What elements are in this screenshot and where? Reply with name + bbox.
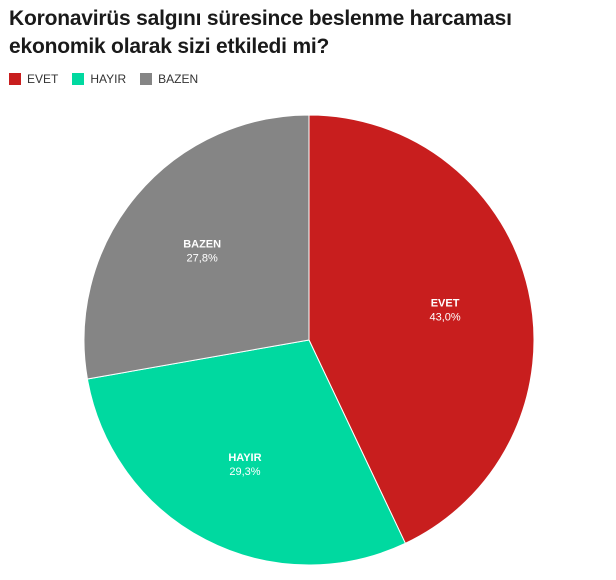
- legend-swatch-bazen: [140, 73, 153, 85]
- pie-slice-bazen[interactable]: [83, 114, 310, 380]
- slice-value-bazen: 27,8%: [187, 252, 218, 264]
- legend-swatch-evet: [9, 73, 21, 85]
- slice-value-hayir: 29,3%: [229, 466, 260, 478]
- slice-label-hayir: HAYIR: [228, 452, 261, 464]
- legend-label-bazen: BAZEN: [158, 72, 199, 86]
- legend-item-bazen[interactable]: BAZEN: [140, 72, 198, 86]
- chart-title: Koronavirüs salgını süresince beslenme h…: [9, 7, 512, 58]
- slice-label-evet: EVET: [431, 297, 460, 309]
- legend-label-evet: EVET: [27, 72, 59, 86]
- legend-swatch-hayir: [72, 73, 85, 85]
- legend-item-hayir[interactable]: HAYIR: [72, 72, 126, 86]
- slice-value-evet: 43,0%: [429, 311, 460, 323]
- legend-label-hayir: HAYIR: [90, 72, 127, 86]
- chart-legend: EVET HAYIR BAZEN: [9, 72, 212, 86]
- slice-label-bazen: BAZEN: [183, 238, 221, 250]
- legend-item-evet[interactable]: EVET: [9, 72, 58, 86]
- pie-slice-evet[interactable]: [308, 114, 535, 544]
- pie-slice-hayir[interactable]: [86, 339, 407, 566]
